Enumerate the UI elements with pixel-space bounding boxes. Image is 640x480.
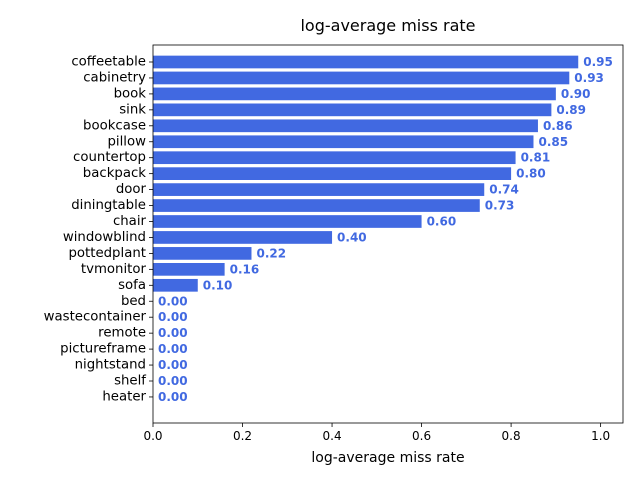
value-label: 0.90 <box>561 87 591 101</box>
bar <box>153 119 538 133</box>
value-label: 0.40 <box>337 230 367 244</box>
category-label: wastecontainer <box>44 310 147 325</box>
category-label: pictureframe <box>60 342 146 357</box>
value-label: 0.80 <box>516 167 546 181</box>
category-label: bed <box>121 294 146 309</box>
category-label: book <box>114 86 147 101</box>
value-label: 0.22 <box>256 246 286 260</box>
value-label: 0.10 <box>203 278 233 292</box>
value-label: 0.74 <box>489 183 519 197</box>
value-label: 0.00 <box>158 358 188 372</box>
value-label: 0.00 <box>158 342 188 356</box>
bar <box>153 87 556 101</box>
category-label: heater <box>102 389 146 404</box>
bar <box>153 263 225 276</box>
value-label: 0.81 <box>521 151 551 165</box>
category-label: bookcase <box>83 118 146 133</box>
category-label: tvmonitor <box>81 262 147 277</box>
value-label: 0.85 <box>538 135 568 149</box>
bar <box>153 167 512 180</box>
value-label: 0.00 <box>158 374 188 388</box>
bar <box>153 278 198 292</box>
x-tick-label: 0.4 <box>323 429 342 443</box>
value-label: 0.00 <box>158 326 188 340</box>
bar <box>153 231 333 244</box>
category-label: sink <box>119 102 146 117</box>
category-label: pottedplant <box>68 246 146 261</box>
value-label: 0.89 <box>556 103 586 117</box>
bar <box>153 199 480 212</box>
category-label: pillow <box>107 134 146 149</box>
category-label: diningtable <box>71 198 146 213</box>
value-label: 0.93 <box>574 71 604 85</box>
category-label: door <box>116 182 147 197</box>
bar <box>153 103 552 117</box>
category-label: cabinetry <box>83 70 146 85</box>
x-axis-label: log-average miss rate <box>311 450 464 466</box>
axes-frame <box>152 44 624 424</box>
value-label: 0.95 <box>583 55 613 69</box>
category-label: countertop <box>73 150 146 165</box>
category-label: remote <box>98 326 146 341</box>
value-label: 0.86 <box>543 119 573 133</box>
category-label: sofa <box>118 278 146 293</box>
category-label: backpack <box>83 166 146 181</box>
value-label: 0.00 <box>158 294 188 308</box>
bar <box>153 55 579 69</box>
category-label: shelf <box>114 374 146 389</box>
value-label: 0.00 <box>158 310 188 324</box>
category-label: windowblind <box>63 230 146 245</box>
value-label: 0.73 <box>485 199 515 213</box>
value-label: 0.60 <box>427 215 457 229</box>
x-tick-label: 0.8 <box>502 429 521 443</box>
bar <box>153 183 485 196</box>
chart-title: log-average miss rate <box>300 16 475 35</box>
value-label: 0.00 <box>158 390 188 404</box>
bar <box>153 71 570 85</box>
value-label: 0.16 <box>230 262 260 276</box>
bar <box>153 151 516 165</box>
x-tick-label: 1.0 <box>591 429 610 443</box>
bar <box>153 215 422 228</box>
category-label: chair <box>113 214 147 229</box>
x-tick-label: 0.2 <box>233 429 252 443</box>
x-tick-label: 0.6 <box>412 429 431 443</box>
x-tick-label: 0.0 <box>143 429 162 443</box>
category-label: coffeetable <box>71 55 146 70</box>
plot-area: coffeetable 0.95 cabinetry 0.93 book 0.90 sink… <box>44 44 624 443</box>
bar <box>153 135 534 149</box>
category-label: nightstand <box>75 358 146 373</box>
bar <box>153 247 252 260</box>
